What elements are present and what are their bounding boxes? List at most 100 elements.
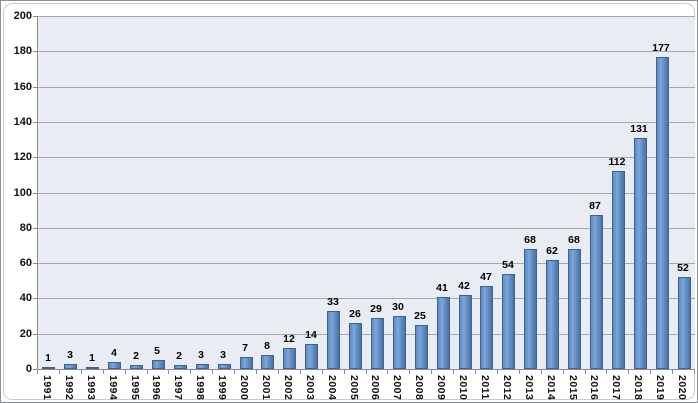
x-tick: [387, 370, 388, 374]
bar-value-label: 2: [176, 350, 182, 362]
y-tick: [33, 193, 37, 194]
x-tick: [497, 370, 498, 374]
bar-2019: [656, 57, 669, 369]
x-tick: [322, 370, 323, 374]
bar-2015: [568, 249, 581, 369]
x-axis-tick-label: 2003: [304, 375, 316, 401]
bar-value-label: 3: [220, 349, 226, 361]
x-tick: [563, 370, 564, 374]
x-tick: [256, 370, 257, 374]
x-tick: [366, 370, 367, 374]
x-axis-tick-label: 2004: [326, 375, 338, 401]
x-axis-tick-label: 2001: [260, 375, 272, 401]
bar-1999: [218, 364, 231, 369]
bar-2005: [349, 323, 362, 369]
bar-value-label: 1: [45, 352, 51, 364]
gridline-160: [38, 87, 695, 88]
bar-value-label: 26: [349, 308, 361, 320]
y-tick: [33, 369, 37, 370]
x-axis-tick-label: 2007: [391, 375, 403, 401]
x-tick: [300, 370, 301, 374]
bar-value-label: 131: [630, 123, 648, 135]
y-axis-tick-label: 60: [19, 257, 32, 269]
bar-value-label: 112: [608, 156, 626, 168]
x-tick: [431, 370, 432, 374]
bar-2008: [415, 325, 428, 369]
gridline-180: [38, 51, 695, 52]
gridline-20: [38, 334, 695, 335]
y-tick: [33, 16, 37, 17]
y-axis-tick-label: 80: [19, 222, 32, 234]
bar-value-label: 7: [242, 342, 248, 354]
bar-value-label: 47: [480, 271, 492, 283]
x-tick: [234, 370, 235, 374]
x-axis-tick-label: 2008: [413, 375, 425, 401]
y-tick: [33, 87, 37, 88]
x-axis-tick-label: 2011: [479, 375, 491, 400]
bar-2009: [437, 297, 450, 369]
y-tick: [33, 51, 37, 52]
bar-1991: [42, 367, 55, 369]
x-tick: [628, 370, 629, 374]
x-tick: [541, 370, 542, 374]
gridline-60: [38, 263, 695, 264]
x-tick: [409, 370, 410, 374]
bar-1997: [174, 365, 187, 369]
x-tick: [344, 370, 345, 374]
bar-value-label: 12: [283, 333, 295, 345]
y-tick: [33, 157, 37, 158]
x-tick: [650, 370, 651, 374]
bar-value-label: 42: [458, 280, 470, 292]
bar-value-label: 68: [524, 234, 536, 246]
bar-2004: [327, 311, 340, 369]
x-axis-tick-label: 1998: [194, 375, 206, 401]
x-axis-tick-label: 2016: [588, 375, 600, 401]
bar-2011: [480, 286, 493, 369]
bar-value-label: 52: [677, 262, 689, 274]
y-tick: [33, 298, 37, 299]
x-axis-tick-label: 2020: [676, 375, 688, 401]
bar-value-label: 1: [89, 352, 95, 364]
bar-2006: [371, 318, 384, 369]
x-axis-tick-label: 1991: [41, 375, 53, 401]
plot-area: [37, 16, 695, 370]
x-axis-tick-label: 2005: [348, 375, 360, 401]
y-tick: [33, 122, 37, 123]
x-axis-tick-label: 1993: [85, 375, 97, 401]
bar-value-label: 62: [546, 245, 558, 257]
x-tick: [125, 370, 126, 374]
x-tick: [694, 370, 695, 374]
bar-value-label: 177: [652, 42, 670, 54]
bar-value-label: 29: [370, 303, 382, 315]
gridline-140: [38, 122, 695, 123]
x-axis-tick-label: 1992: [63, 375, 75, 401]
gridline-120: [38, 157, 695, 158]
gridline-200: [38, 16, 695, 17]
x-tick: [278, 370, 279, 374]
y-axis-tick-label: 0: [25, 363, 32, 375]
bar-value-label: 54: [502, 259, 514, 271]
x-axis-tick-label: 1994: [107, 375, 119, 401]
bar-2002: [283, 348, 296, 369]
x-axis-tick-label: 2015: [567, 375, 579, 401]
bar-2000: [240, 357, 253, 369]
x-axis-tick-label: 2013: [523, 375, 535, 401]
bar-2013: [524, 249, 537, 369]
bar-value-label: 68: [568, 234, 580, 246]
x-tick: [81, 370, 82, 374]
gridline-100: [38, 193, 695, 194]
bar-value-label: 25: [414, 310, 426, 322]
y-tick: [33, 263, 37, 264]
x-axis-tick-label: 2019: [654, 375, 666, 401]
x-tick: [212, 370, 213, 374]
x-tick: [37, 370, 38, 374]
y-axis-tick-label: 180: [13, 45, 32, 57]
bar-value-label: 41: [436, 282, 448, 294]
x-tick: [103, 370, 104, 374]
bar-2010: [459, 295, 472, 369]
y-tick: [33, 228, 37, 229]
bar-2017: [612, 171, 625, 369]
x-tick: [59, 370, 60, 374]
bar-value-label: 3: [198, 349, 204, 361]
gridline-80: [38, 228, 695, 229]
